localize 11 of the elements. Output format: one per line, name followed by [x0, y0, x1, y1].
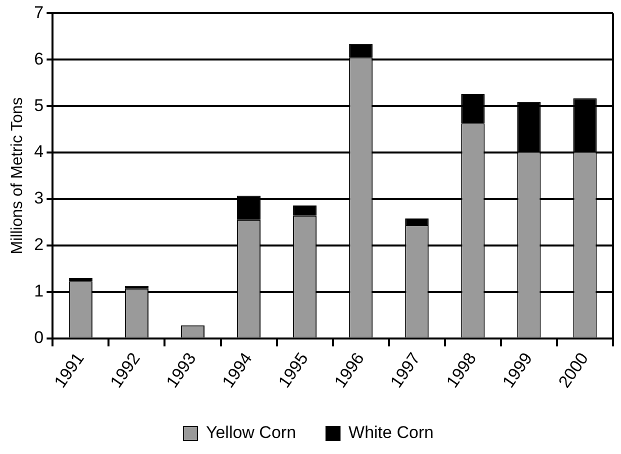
y-tick-label: 5: [34, 96, 44, 115]
y-tick-label: 6: [34, 49, 44, 68]
y-tick-label: 4: [34, 142, 44, 162]
y-tick-label: 3: [34, 188, 44, 208]
y-tick-label: 7: [34, 2, 44, 22]
y-tick-label: 0: [34, 328, 44, 348]
y-tick-label: 2: [34, 235, 44, 254]
y-axis-title: Millions of Metric Tons: [9, 97, 26, 254]
legend-label: Yellow Corn: [206, 423, 296, 442]
legend-label: White Corn: [348, 423, 434, 442]
y-tick-label: 1: [34, 282, 44, 301]
